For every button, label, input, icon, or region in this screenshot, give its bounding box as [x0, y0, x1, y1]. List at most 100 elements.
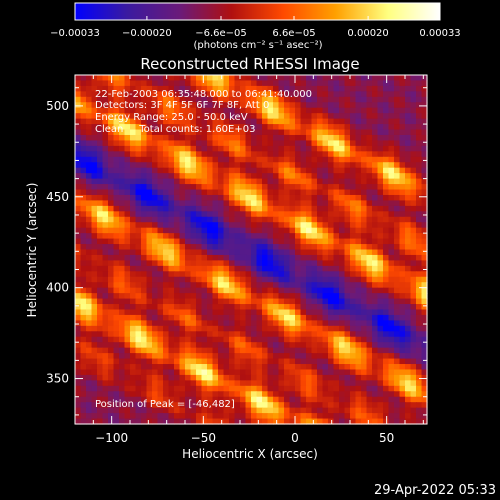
- heatmap-cell: [80, 102, 87, 109]
- heatmap-cell: [130, 244, 137, 251]
- heatmap-cell: [399, 134, 406, 142]
- heatmap-cell: [157, 173, 164, 180]
- heatmap-cell: [350, 233, 357, 240]
- heatmap-cell: [240, 380, 247, 387]
- heatmap-cell: [405, 309, 412, 316]
- heatmap-cell: [91, 358, 98, 365]
- heatmap-cell: [174, 314, 181, 321]
- heatmap-cell: [146, 309, 153, 316]
- heatmap-cell: [157, 184, 164, 191]
- heatmap-cell: [388, 134, 395, 142]
- heatmap-cell: [124, 418, 131, 425]
- heatmap-cell: [262, 134, 269, 142]
- heatmap-cell: [234, 222, 241, 229]
- heatmap-cell: [350, 85, 357, 92]
- heatmap-cell: [141, 96, 148, 103]
- heatmap-cell: [383, 145, 390, 152]
- heatmap-cell: [262, 309, 269, 316]
- heatmap-cell: [317, 107, 324, 114]
- heatmap-cell: [273, 342, 280, 349]
- heatmap-cell: [410, 325, 417, 332]
- heatmap-cell: [405, 396, 412, 403]
- heatmap-cell: [300, 358, 307, 365]
- heatmap-cell: [119, 85, 126, 92]
- heatmap-cell: [361, 216, 368, 223]
- heatmap-cell: [97, 413, 104, 420]
- heatmap-cell: [97, 91, 104, 98]
- heatmap-cell: [201, 244, 208, 251]
- heatmap-cell: [256, 249, 263, 256]
- heatmap-cell: [350, 331, 357, 338]
- heatmap-cell: [256, 113, 263, 120]
- heatmap-cell: [366, 265, 373, 272]
- heatmap-cell: [322, 385, 329, 392]
- heatmap-cell: [405, 178, 412, 185]
- heatmap-cell: [212, 402, 219, 409]
- heatmap-cell: [185, 113, 192, 120]
- heatmap-cell: [394, 233, 401, 240]
- heatmap-cell: [218, 124, 225, 131]
- heatmap-cell: [317, 244, 324, 251]
- heatmap-cell: [234, 254, 241, 261]
- heatmap-cell: [295, 205, 302, 212]
- heatmap-cell: [350, 151, 357, 158]
- heatmap-cell: [80, 413, 87, 420]
- heatmap-cell: [201, 304, 208, 311]
- heatmap-cell: [339, 113, 346, 120]
- heatmap-cell: [251, 173, 258, 180]
- heatmap-cell: [179, 102, 186, 109]
- heatmap-cell: [97, 75, 104, 82]
- heatmap-cell: [267, 309, 274, 316]
- heatmap-cell: [328, 189, 335, 196]
- heatmap-cell: [416, 320, 423, 327]
- heatmap-cell: [388, 391, 395, 398]
- heatmap-cell: [75, 276, 82, 283]
- heatmap-cell: [124, 276, 131, 283]
- heatmap-cell: [278, 265, 285, 272]
- heatmap-cell: [361, 156, 368, 163]
- heatmap-cell: [124, 244, 131, 251]
- heatmap-cell: [245, 156, 252, 163]
- heatmap-cell: [146, 385, 153, 392]
- heatmap-cell: [317, 151, 324, 158]
- heatmap-cell: [251, 342, 258, 349]
- heatmap-cell: [289, 282, 296, 289]
- heatmap-cell: [394, 298, 401, 305]
- heatmap-cell: [344, 80, 351, 87]
- heatmap-cell: [174, 134, 181, 142]
- heatmap-cell: [388, 374, 395, 381]
- heatmap-cell: [300, 244, 307, 251]
- heatmap-cell: [289, 276, 296, 283]
- heatmap-cell: [399, 331, 406, 338]
- heatmap-cell: [344, 353, 351, 360]
- heatmap-cell: [350, 353, 357, 360]
- heatmap-cell: [108, 233, 115, 240]
- heatmap-cell: [405, 162, 412, 169]
- heatmap-cell: [245, 222, 252, 229]
- heatmap-cell: [218, 80, 225, 87]
- heatmap-cell: [174, 364, 181, 371]
- heatmap-cell: [146, 391, 153, 398]
- heatmap-cell: [91, 173, 98, 180]
- heatmap-cell: [251, 336, 258, 343]
- heatmap-cell: [311, 364, 318, 371]
- heatmap-cell: [322, 205, 329, 212]
- heatmap-cell: [372, 124, 379, 131]
- heatmap-cell: [240, 162, 247, 169]
- heatmap-cell: [284, 265, 291, 272]
- heatmap-cell: [240, 211, 247, 218]
- heatmap-cell: [333, 331, 340, 338]
- heatmap-cell: [152, 380, 159, 387]
- heatmap-cell: [152, 353, 159, 360]
- heatmap-cell: [234, 124, 241, 131]
- heatmap-cell: [289, 200, 296, 207]
- heatmap-cell: [135, 227, 142, 234]
- heatmap-cell: [416, 293, 423, 300]
- colorbar-tick-label: −0.00020: [122, 28, 172, 39]
- heatmap-cell: [196, 260, 203, 267]
- heatmap-cell: [421, 271, 428, 278]
- heatmap-cell: [388, 320, 395, 327]
- heatmap-cell: [361, 129, 368, 136]
- heatmap-cell: [124, 298, 131, 305]
- heatmap-cell: [256, 353, 263, 360]
